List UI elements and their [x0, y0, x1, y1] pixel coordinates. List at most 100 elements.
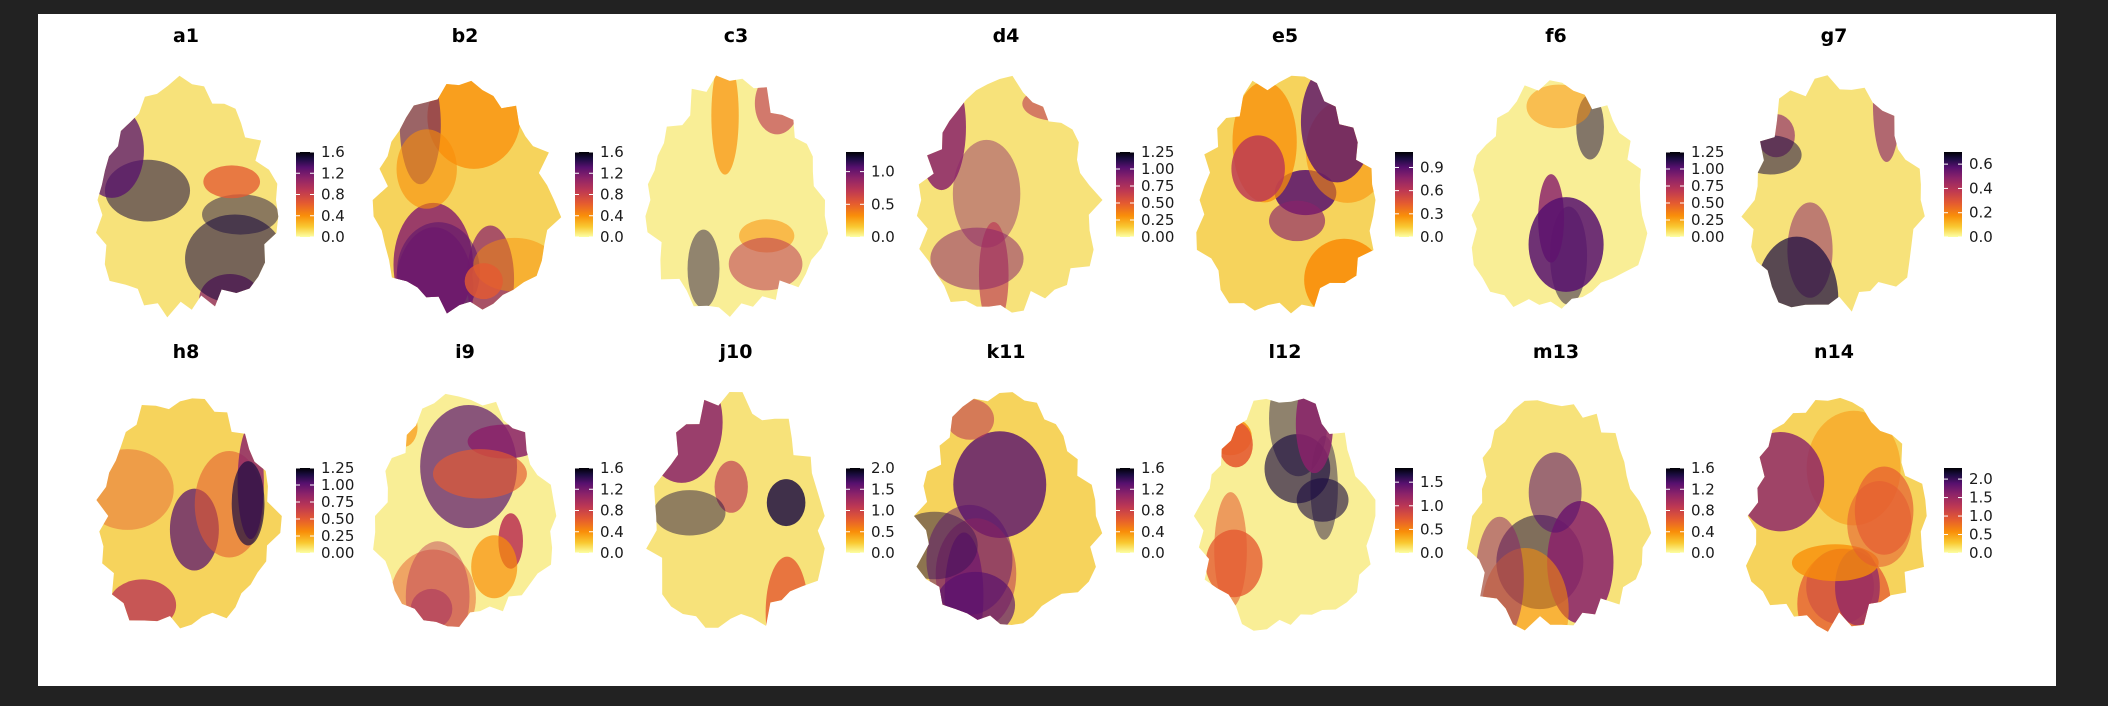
panel-title: b2	[452, 25, 479, 47]
colorbar-tick-label: 1.5	[871, 480, 895, 498]
hotspot	[711, 75, 739, 175]
hotspot	[930, 227, 1024, 290]
panel-j10: j10 0.0 0.5 1.0 1.5 2.0	[646, 341, 895, 628]
hotspot	[1269, 200, 1326, 242]
colorbar-tick-label: 1.0	[871, 502, 895, 520]
colorbar	[846, 468, 864, 553]
colorbar-tick-label: 0.5	[1969, 526, 1993, 544]
colorbar-tick-label: 1.2	[321, 164, 345, 182]
panel-title: i9	[455, 341, 475, 363]
colorbar-tick-label: 0.50	[1141, 194, 1174, 212]
hotspot	[1295, 398, 1334, 474]
hotspot	[1218, 421, 1253, 468]
hotspot	[754, 75, 800, 135]
embedding-hotspots	[96, 425, 265, 629]
hotspot	[471, 535, 518, 599]
colorbar-tick-label: 0.50	[1691, 194, 1724, 212]
hotspot	[1528, 452, 1582, 533]
panel-m13: m13 0.0 0.4 0.8 1.2 1.6	[1466, 341, 1715, 631]
hotspot	[1526, 84, 1592, 129]
hotspot	[185, 214, 279, 304]
embedding-hotspots	[914, 398, 1047, 625]
colorbar-tick-label: 1.0	[1420, 497, 1444, 515]
colorbar-tick-label: 0.0	[1141, 544, 1165, 562]
colorbar-tick-label: 1.6	[321, 143, 345, 161]
colorbar	[296, 468, 314, 553]
panel-title: g7	[1821, 25, 1848, 47]
panel-d4: d4 0.000.250.500.751.001.25	[916, 25, 1174, 313]
colorbar-tick-label: 0.0	[600, 544, 624, 562]
panel-f6: f6 0.000.250.500.751.001.25	[1471, 25, 1724, 309]
hotspot	[1872, 75, 1901, 163]
hotspot	[1300, 75, 1374, 183]
colorbar-tick-label: 0.0	[321, 228, 345, 246]
panel-c3: c3 0.0 0.5 1.0	[645, 25, 895, 317]
hotspot	[464, 263, 503, 300]
embedding-hotspots	[687, 75, 803, 309]
colorbar-tick-label: 2.0	[871, 459, 895, 477]
colorbar	[1395, 468, 1413, 553]
hotspot	[1854, 466, 1914, 555]
colorbar-tick-label: 1.2	[1141, 480, 1165, 498]
colorbar-tick-label: 0.0	[1420, 544, 1444, 562]
panel-n14: n14 0.00.51.01.52.0	[1746, 341, 1993, 632]
colorbar-tick-label: 0.6	[1420, 182, 1444, 200]
hotspot	[203, 165, 261, 199]
hotspot	[1741, 135, 1802, 175]
panel-l12: l12 0.0 0.5 1.0 1.5	[1193, 341, 1444, 631]
hotspot	[96, 103, 144, 198]
colorbar-tick-label: 1.6	[1141, 459, 1165, 477]
colorbar-tick-label: 0.75	[1691, 177, 1724, 195]
colorbar-tick-label: 0.0	[1969, 544, 1993, 562]
hotspot	[1746, 432, 1825, 532]
panel-title: n14	[1814, 341, 1854, 363]
colorbar-tick-label: 1.6	[600, 143, 624, 161]
panel-h8: h8 0.000.250.500.751.001.25	[96, 341, 354, 629]
hotspot	[388, 407, 418, 448]
panel-e5: e5 0.0 0.3 0.6 0.9	[1196, 25, 1444, 314]
hotspot	[917, 75, 966, 191]
hotspot	[432, 449, 527, 499]
colorbar-tick-label: 1.2	[600, 480, 624, 498]
colorbar-tick-label: 1.00	[1691, 160, 1724, 178]
colorbar-tick-label: 0.75	[321, 493, 354, 511]
colorbar-tick-label: 0.5	[1420, 520, 1444, 538]
hotspot	[946, 398, 995, 440]
colorbar-tick-label: 1.0	[871, 163, 895, 181]
colorbar-tick-label: 0.5	[871, 195, 895, 213]
panel-title: e5	[1272, 25, 1298, 47]
embedding-hotspots	[1205, 398, 1349, 609]
colorbar-tick-label: 1.2	[1691, 480, 1715, 498]
panel-title: h8	[173, 341, 200, 363]
colorbar-tick-label: 0.4	[600, 207, 624, 225]
hotspot	[1528, 197, 1604, 292]
hotspot	[1214, 492, 1247, 609]
colorbar-tick-label: 0.4	[1691, 523, 1715, 541]
colorbar-tick-label: 0.0	[1691, 544, 1715, 562]
hotspot	[231, 461, 265, 546]
hotspot	[1022, 86, 1092, 121]
hotspot	[397, 222, 480, 314]
colorbar	[846, 152, 864, 237]
hotspot	[766, 479, 806, 527]
panel-title: c3	[724, 25, 748, 47]
embedding-hotspots	[393, 80, 556, 314]
hotspot	[396, 129, 457, 209]
colorbar	[575, 152, 593, 237]
figure-svg: a10.00.40.81.21.6b20.00.40.81.21.6c30.00…	[96, 25, 1993, 632]
colorbar-tick-label: 0.3	[1420, 205, 1444, 223]
colorbar	[1395, 152, 1413, 237]
colorbar	[1666, 152, 1684, 237]
hotspot	[1231, 135, 1285, 202]
colorbar-tick-label: 0.75	[1141, 177, 1174, 195]
colorbar	[1116, 152, 1134, 237]
colorbar	[296, 152, 314, 237]
hotspot	[653, 490, 726, 536]
colorbar-tick-label: 1.6	[600, 459, 624, 477]
colorbar-tick-label: 0.8	[1141, 502, 1165, 520]
colorbar-tick-label: 0.6	[1969, 155, 1993, 173]
colorbar	[1944, 152, 1962, 237]
panel-i9: i9 0.0 0.4 0.8 1.2 1.6	[373, 341, 624, 627]
colorbar-tick-label: 1.0	[1969, 507, 1993, 525]
panel-b2: b2 0.0 0.4 0.8 1.2 1.6	[372, 25, 624, 314]
